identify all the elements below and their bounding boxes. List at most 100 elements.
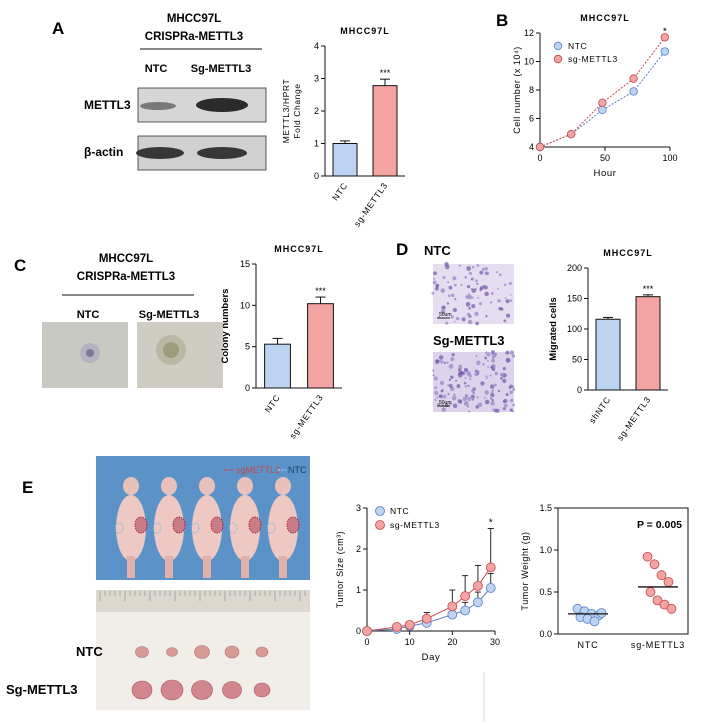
cell-dot <box>440 309 446 314</box>
chart-e1-significance: * <box>489 518 493 529</box>
cell-dot <box>447 393 450 396</box>
cell-dot <box>450 375 454 380</box>
cell-dot <box>434 286 439 291</box>
chart-d-y-tick-label: 200 <box>567 263 582 273</box>
chart-e1-point <box>485 583 496 593</box>
cell-dot <box>485 315 488 318</box>
cell-dot <box>453 393 456 397</box>
chart-d-bar <box>595 318 621 391</box>
chart-e1-point <box>447 609 458 620</box>
cell-dot <box>489 384 495 389</box>
chart-e1-point <box>391 622 402 632</box>
cell-dot <box>504 297 507 300</box>
cell-dot <box>454 283 457 287</box>
cell-dot <box>452 307 458 313</box>
blot-row-label-mettl3: METTL3 <box>84 98 131 112</box>
chart-e2-point <box>645 587 656 597</box>
chart-e1-point <box>362 626 372 636</box>
mouse-tail <box>203 556 211 578</box>
mouse-head <box>123 477 139 495</box>
mouse-tail <box>165 556 173 578</box>
cell-dot <box>484 271 489 276</box>
mouse-body <box>230 495 260 561</box>
chart-b-legend-marker <box>553 54 563 64</box>
chart-e1-y-tick-label: 1 <box>356 585 361 595</box>
cell-dot <box>477 297 480 300</box>
chart-b-point <box>535 142 545 152</box>
chart-e1-x-label: Day <box>422 652 441 663</box>
cell-dot <box>476 282 479 285</box>
cell-dot <box>455 316 460 321</box>
chart-b-y-tick-label: 4 <box>529 142 534 152</box>
cell-dot <box>452 276 457 281</box>
cell-dot <box>454 298 457 301</box>
cell-dot <box>446 302 450 305</box>
cell-dot <box>471 296 474 299</box>
chart-b-point <box>629 87 638 96</box>
mouse-head <box>275 477 291 495</box>
chart-e1-point <box>447 601 458 612</box>
cell-dot <box>450 357 455 362</box>
cell-dot <box>497 287 499 290</box>
cell-dot <box>471 288 476 293</box>
cell-dot <box>482 363 485 366</box>
cell-dot <box>462 396 468 402</box>
cell-dot <box>442 305 446 310</box>
sg-tumor <box>131 680 153 700</box>
cell-dot <box>433 376 438 381</box>
cell-dot <box>505 357 511 363</box>
cell-dot <box>480 381 485 386</box>
cell-dot <box>448 378 452 382</box>
chart-c-significance: *** <box>315 286 326 296</box>
sg-tumor <box>160 679 184 701</box>
chart-b-cell-growth: MHCC97L 4 6 8 10 12 0 50 100 Hour Cell number (x 1… <box>512 13 678 179</box>
ntc-tumor-mark <box>266 522 276 534</box>
chart-c-y-tick-label: 0 <box>245 383 250 393</box>
chart-e1-legend-label: sg-METTL3 <box>390 520 440 530</box>
cell-dot <box>491 367 496 372</box>
cell-dot <box>436 359 439 363</box>
sg-tumor-mark <box>286 516 300 534</box>
cell-dot <box>509 294 512 296</box>
ntc-tumor-mark <box>190 522 200 534</box>
chart-b-y-tick-label: 12 <box>524 28 534 38</box>
chart-b-point <box>660 33 669 42</box>
cell-dot <box>491 399 494 402</box>
cell-dot <box>450 293 455 298</box>
chart-d-y-tick-label: 50 <box>572 355 582 365</box>
chart-a-bar <box>332 143 358 177</box>
cell-dot <box>499 376 503 380</box>
cell-dot <box>447 384 450 387</box>
chart-e2-y-tick-label: 1.0 <box>539 545 552 555</box>
chart-a-y-tick-label: 4 <box>314 41 319 51</box>
cell-dot <box>464 275 468 279</box>
cell-dot <box>495 271 499 274</box>
cell-dot <box>468 271 473 275</box>
cell-dot <box>490 401 495 406</box>
cell-dot <box>442 275 446 279</box>
cell-dot <box>438 394 443 398</box>
chart-b-y-label: Cell number (x 10⁴) <box>512 46 522 133</box>
cell-dot <box>470 394 475 399</box>
cell-dot <box>439 380 444 385</box>
cell-dot <box>453 320 456 323</box>
chart-e2-point <box>663 577 674 587</box>
mouse-tail <box>127 556 135 578</box>
cell-dot <box>441 407 446 412</box>
cell-dot <box>463 381 467 385</box>
ntc-tumor <box>255 646 269 658</box>
cell-dot <box>484 399 490 405</box>
cell-dot <box>456 384 461 389</box>
cell-dot <box>484 266 488 271</box>
cell-dot <box>464 368 467 371</box>
cell-dot <box>509 299 513 302</box>
mouse-tail <box>279 556 287 578</box>
tumor-row-label-sg: Sg-METTL3 <box>6 682 78 697</box>
chart-e2-point <box>656 570 667 581</box>
cell-dot <box>497 389 501 393</box>
cell-dot <box>431 291 435 295</box>
photo-legend-sg: sgMETTL3 <box>236 465 280 475</box>
cell-dot <box>491 408 494 411</box>
chart-e2-y-label: Tumor Weight (g) <box>520 531 530 610</box>
cell-dot <box>489 301 493 304</box>
